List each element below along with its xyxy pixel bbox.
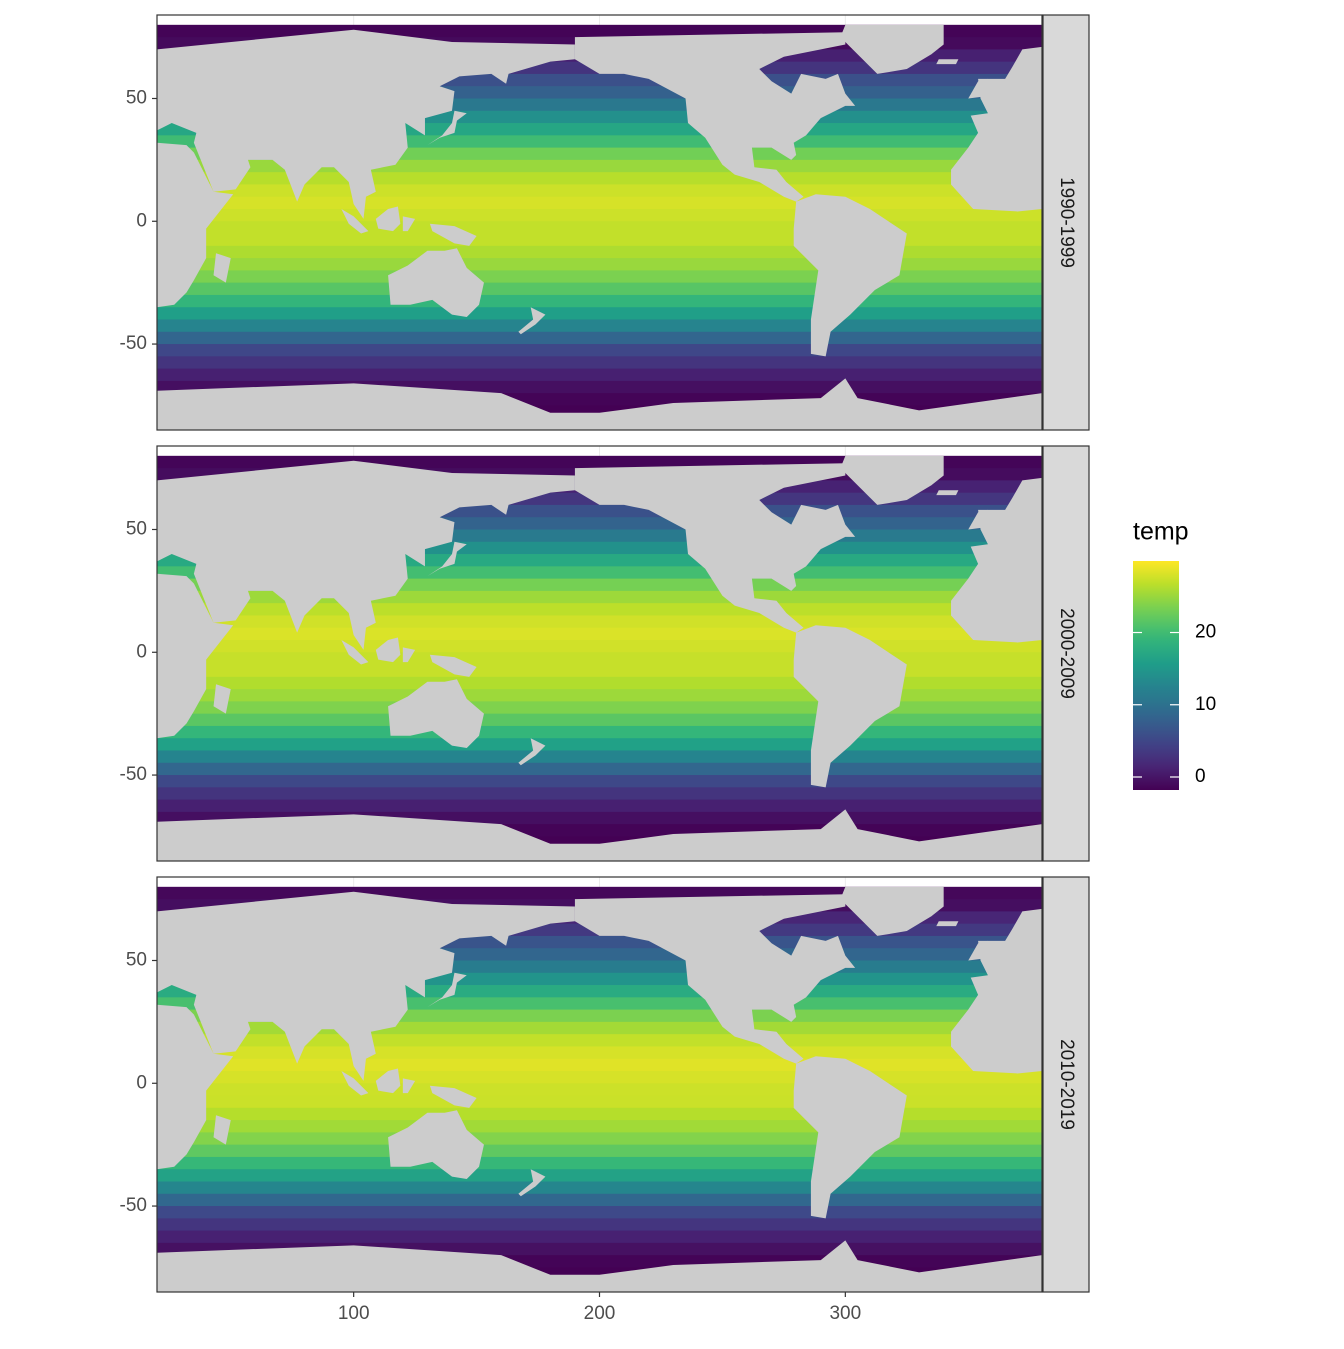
legend-tick-label: 0: [1195, 766, 1206, 787]
temp-cell: [157, 1083, 1042, 1097]
temp-cell: [157, 664, 1042, 678]
strip-label: 2000-2009: [1056, 608, 1077, 699]
temp-cell: [157, 676, 1042, 690]
temp-cell: [157, 344, 1042, 357]
temp-cell: [157, 1046, 1042, 1060]
temp-cell: [157, 331, 1042, 345]
legend-title: temp: [1133, 518, 1189, 546]
temp-cell: [157, 1193, 1042, 1207]
temp-cell: [157, 701, 1042, 715]
temp-cell: [157, 1181, 1042, 1195]
y-tick-label: 0: [136, 641, 147, 662]
panel: [157, 15, 1042, 430]
y-tick-label: 0: [136, 210, 147, 231]
temp-cell: [157, 1034, 1042, 1048]
temp-cell: [157, 1095, 1042, 1109]
temp-cell: [157, 233, 1042, 247]
temp-cell: [157, 172, 1042, 186]
temp-cell: [157, 1132, 1042, 1146]
temp-cell: [157, 762, 1042, 776]
temp-cell: [157, 1218, 1042, 1232]
temp-cell: [157, 1070, 1042, 1084]
panels: 1990-1999 -50 0 50 2000-2009 -50 0 50 2010-2019 -…: [120, 14, 1090, 1324]
temp-cell: [157, 787, 1042, 801]
y-tick-label: 50: [126, 519, 147, 540]
x-tick-label: 100: [338, 1303, 370, 1324]
temp-cell: [157, 1107, 1042, 1121]
temp-cell: [157, 221, 1042, 235]
temp-cell: [157, 245, 1042, 259]
panel-border: [156, 14, 1043, 431]
temp-cell: [157, 725, 1042, 739]
strip: [1042, 876, 1090, 1293]
temp-cell: [157, 184, 1042, 198]
temp-cell: [157, 270, 1042, 284]
temp-cell: [157, 689, 1042, 702]
temp-cell: [157, 1144, 1042, 1158]
panel: [157, 446, 1042, 861]
temp-cell: [157, 368, 1042, 382]
temp-cell: [157, 319, 1042, 333]
temp-cell: [157, 799, 1042, 813]
temp-cell: [157, 196, 1042, 210]
panel: [157, 877, 1042, 1292]
temp-cell: [157, 282, 1042, 296]
y-tick-label: 50: [126, 950, 147, 971]
strip: [1042, 445, 1090, 862]
y-tick-label: 0: [136, 1072, 147, 1093]
legend-tick-label: 20: [1195, 622, 1216, 643]
temp-cell: [157, 750, 1042, 764]
strip: [1042, 14, 1090, 431]
y-tick-label: 50: [126, 88, 147, 109]
temp-cell: [157, 738, 1042, 752]
temp-cell: [157, 639, 1042, 653]
temp-cell: [157, 258, 1042, 271]
temp-cell: [157, 307, 1042, 321]
temp-cell: [157, 1206, 1042, 1219]
colorbar: [1133, 561, 1179, 790]
temp-cell: [157, 1230, 1042, 1244]
temp-cell: [157, 1156, 1042, 1170]
x-tick-label: 200: [584, 1303, 616, 1324]
x-tick-label: 300: [829, 1303, 861, 1324]
temp-cell: [157, 294, 1042, 308]
y-tick-label: -50: [120, 333, 147, 354]
temp-cell: [157, 1058, 1042, 1072]
temp-cell: [157, 1120, 1042, 1133]
temp-cell: [157, 208, 1042, 222]
temp-cell: [157, 615, 1042, 629]
temp-cell: [157, 775, 1042, 788]
temp-cell: [157, 603, 1042, 617]
temp-cell: [157, 652, 1042, 666]
strip-label: 2010-2019: [1056, 1039, 1077, 1130]
y-tick-label: -50: [120, 1195, 147, 1216]
temp-cell: [157, 627, 1042, 641]
panel-border: [156, 445, 1043, 862]
temp-cell: [157, 1169, 1042, 1183]
legend-tick-label: 10: [1195, 694, 1216, 715]
y-tick-label: -50: [120, 764, 147, 785]
temp-cell: [157, 713, 1042, 727]
strip-label: 1990-1999: [1056, 177, 1077, 268]
temp-cell: [157, 356, 1042, 370]
